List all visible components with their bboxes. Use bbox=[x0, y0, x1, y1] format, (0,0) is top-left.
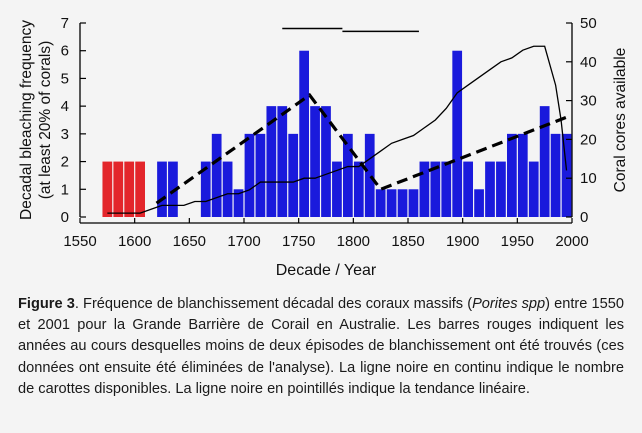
right-tick-label: 20 bbox=[580, 131, 597, 148]
right-tick-label: 40 bbox=[580, 54, 597, 71]
bar bbox=[452, 50, 463, 217]
x-tick-label: 1900 bbox=[446, 233, 479, 250]
bar bbox=[419, 161, 430, 217]
bar bbox=[343, 133, 353, 217]
left-axis-title-line1: Decadal bleaching frequency bbox=[18, 20, 35, 220]
left-axis-title-line2: (at least 20% of corals) bbox=[37, 41, 54, 200]
right-tick-label: 10 bbox=[580, 170, 597, 187]
bar bbox=[310, 106, 320, 217]
bar bbox=[408, 189, 419, 217]
bar bbox=[233, 189, 244, 217]
bar bbox=[561, 133, 572, 217]
bar bbox=[550, 133, 561, 217]
bar bbox=[485, 161, 495, 217]
bar bbox=[507, 133, 517, 217]
bar bbox=[211, 133, 222, 217]
left-tick-label: 3 bbox=[61, 126, 69, 143]
bar bbox=[397, 189, 408, 217]
x-tick-label: 1750 bbox=[282, 233, 315, 250]
bar bbox=[266, 106, 277, 217]
trend-line-dashed bbox=[155, 92, 568, 205]
bar bbox=[528, 161, 539, 217]
left-tick-label: 5 bbox=[61, 70, 69, 87]
bar bbox=[441, 161, 452, 217]
x-tick-label: 1650 bbox=[173, 233, 206, 250]
right-tick-label: 0 bbox=[580, 209, 588, 226]
bar bbox=[386, 189, 397, 217]
x-tick-label: 2000 bbox=[555, 233, 588, 250]
x-tick-label: 1600 bbox=[118, 233, 151, 250]
bar bbox=[517, 133, 528, 217]
bar bbox=[321, 106, 331, 217]
right-tick-label: 30 bbox=[580, 93, 597, 110]
right-tick-label: 50 bbox=[580, 15, 597, 32]
x-tick-label: 1950 bbox=[501, 233, 534, 250]
bar-excluded bbox=[135, 161, 145, 217]
bar bbox=[430, 161, 441, 217]
bar bbox=[332, 161, 342, 217]
x-axis-title: Decade / Year bbox=[276, 262, 377, 279]
bar bbox=[244, 133, 255, 217]
left-tick-label: 4 bbox=[61, 98, 69, 115]
bar bbox=[299, 50, 309, 217]
figure-label: Figure 3 bbox=[18, 296, 75, 312]
bar bbox=[496, 161, 506, 217]
bleaching-chart: 0 1 2 3 4 5 6 7 0 10 20 30 40 50 1550 1600 1650 1700 1750 1… bbox=[18, 15, 629, 279]
coral-cores-line bbox=[107, 45, 568, 214]
bar bbox=[255, 133, 266, 217]
bar bbox=[200, 161, 211, 217]
x-tick-label: 1850 bbox=[391, 233, 424, 250]
caption-text-1: . Fréquence de blanchissement décadal de… bbox=[74, 296, 473, 312]
bar-excluded bbox=[124, 161, 135, 217]
bar bbox=[157, 161, 167, 217]
figure-caption: Figure 3. Fréquence de blanchissement dé… bbox=[18, 294, 624, 400]
x-tick-label: 1800 bbox=[337, 233, 370, 250]
bar bbox=[277, 106, 288, 217]
bar bbox=[288, 133, 299, 217]
x-tick-label: 1550 bbox=[63, 233, 96, 250]
bar bbox=[168, 161, 178, 217]
left-tick-label: 6 bbox=[61, 43, 69, 60]
bar bbox=[364, 133, 375, 217]
right-axis-title: Coral cores available bbox=[612, 48, 629, 193]
bar bbox=[353, 161, 364, 217]
x-tick-label: 1700 bbox=[227, 233, 260, 250]
bar bbox=[539, 106, 550, 217]
bar-excluded bbox=[102, 161, 113, 217]
bar bbox=[222, 161, 233, 217]
bar bbox=[375, 189, 386, 217]
left-tick-label: 0 bbox=[61, 209, 69, 226]
left-tick-label: 1 bbox=[61, 181, 69, 198]
left-tick-label: 7 bbox=[61, 15, 69, 32]
left-tick-label: 2 bbox=[61, 154, 69, 171]
caption-italic-species: Porites spp bbox=[472, 296, 546, 312]
caption-text-2: ) entre 1550 et 2001 pour la Grande Barr… bbox=[18, 296, 624, 397]
bar bbox=[463, 161, 473, 217]
chart-svg: 0 1 2 3 4 5 6 7 0 10 20 30 40 50 1550 1600 1650 1700 1750 1… bbox=[18, 15, 629, 279]
bar-excluded bbox=[113, 161, 124, 217]
bar bbox=[474, 189, 484, 217]
